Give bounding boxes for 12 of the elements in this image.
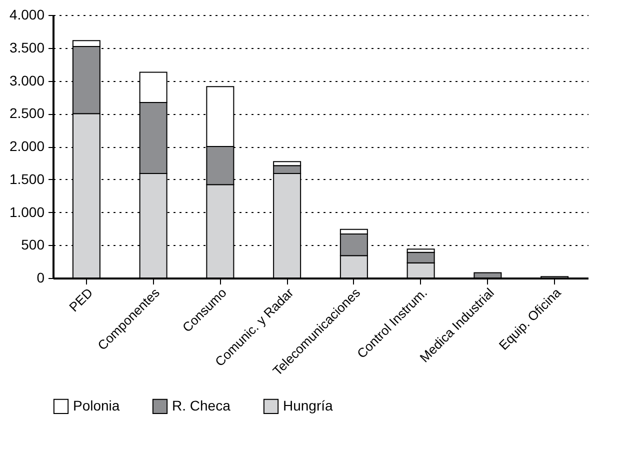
y-tick-label: 2.000 [9, 138, 45, 154]
y-tick-label: 500 [21, 236, 45, 253]
y-tick-label: 0 [36, 270, 45, 286]
y-tick-label: 4.000 [9, 6, 45, 22]
y-tick-label: 1.000 [9, 204, 45, 220]
y-tick-label: 3.500 [9, 39, 45, 56]
y-tick-label: 2.500 [9, 105, 45, 122]
legend-label: Hungría [283, 397, 334, 414]
legend-label: Polonia [73, 397, 120, 414]
legend-label: R. Checa [172, 397, 231, 414]
y-tick-label: 1.500 [9, 170, 45, 187]
y-tick-label: 3.000 [9, 72, 45, 88]
